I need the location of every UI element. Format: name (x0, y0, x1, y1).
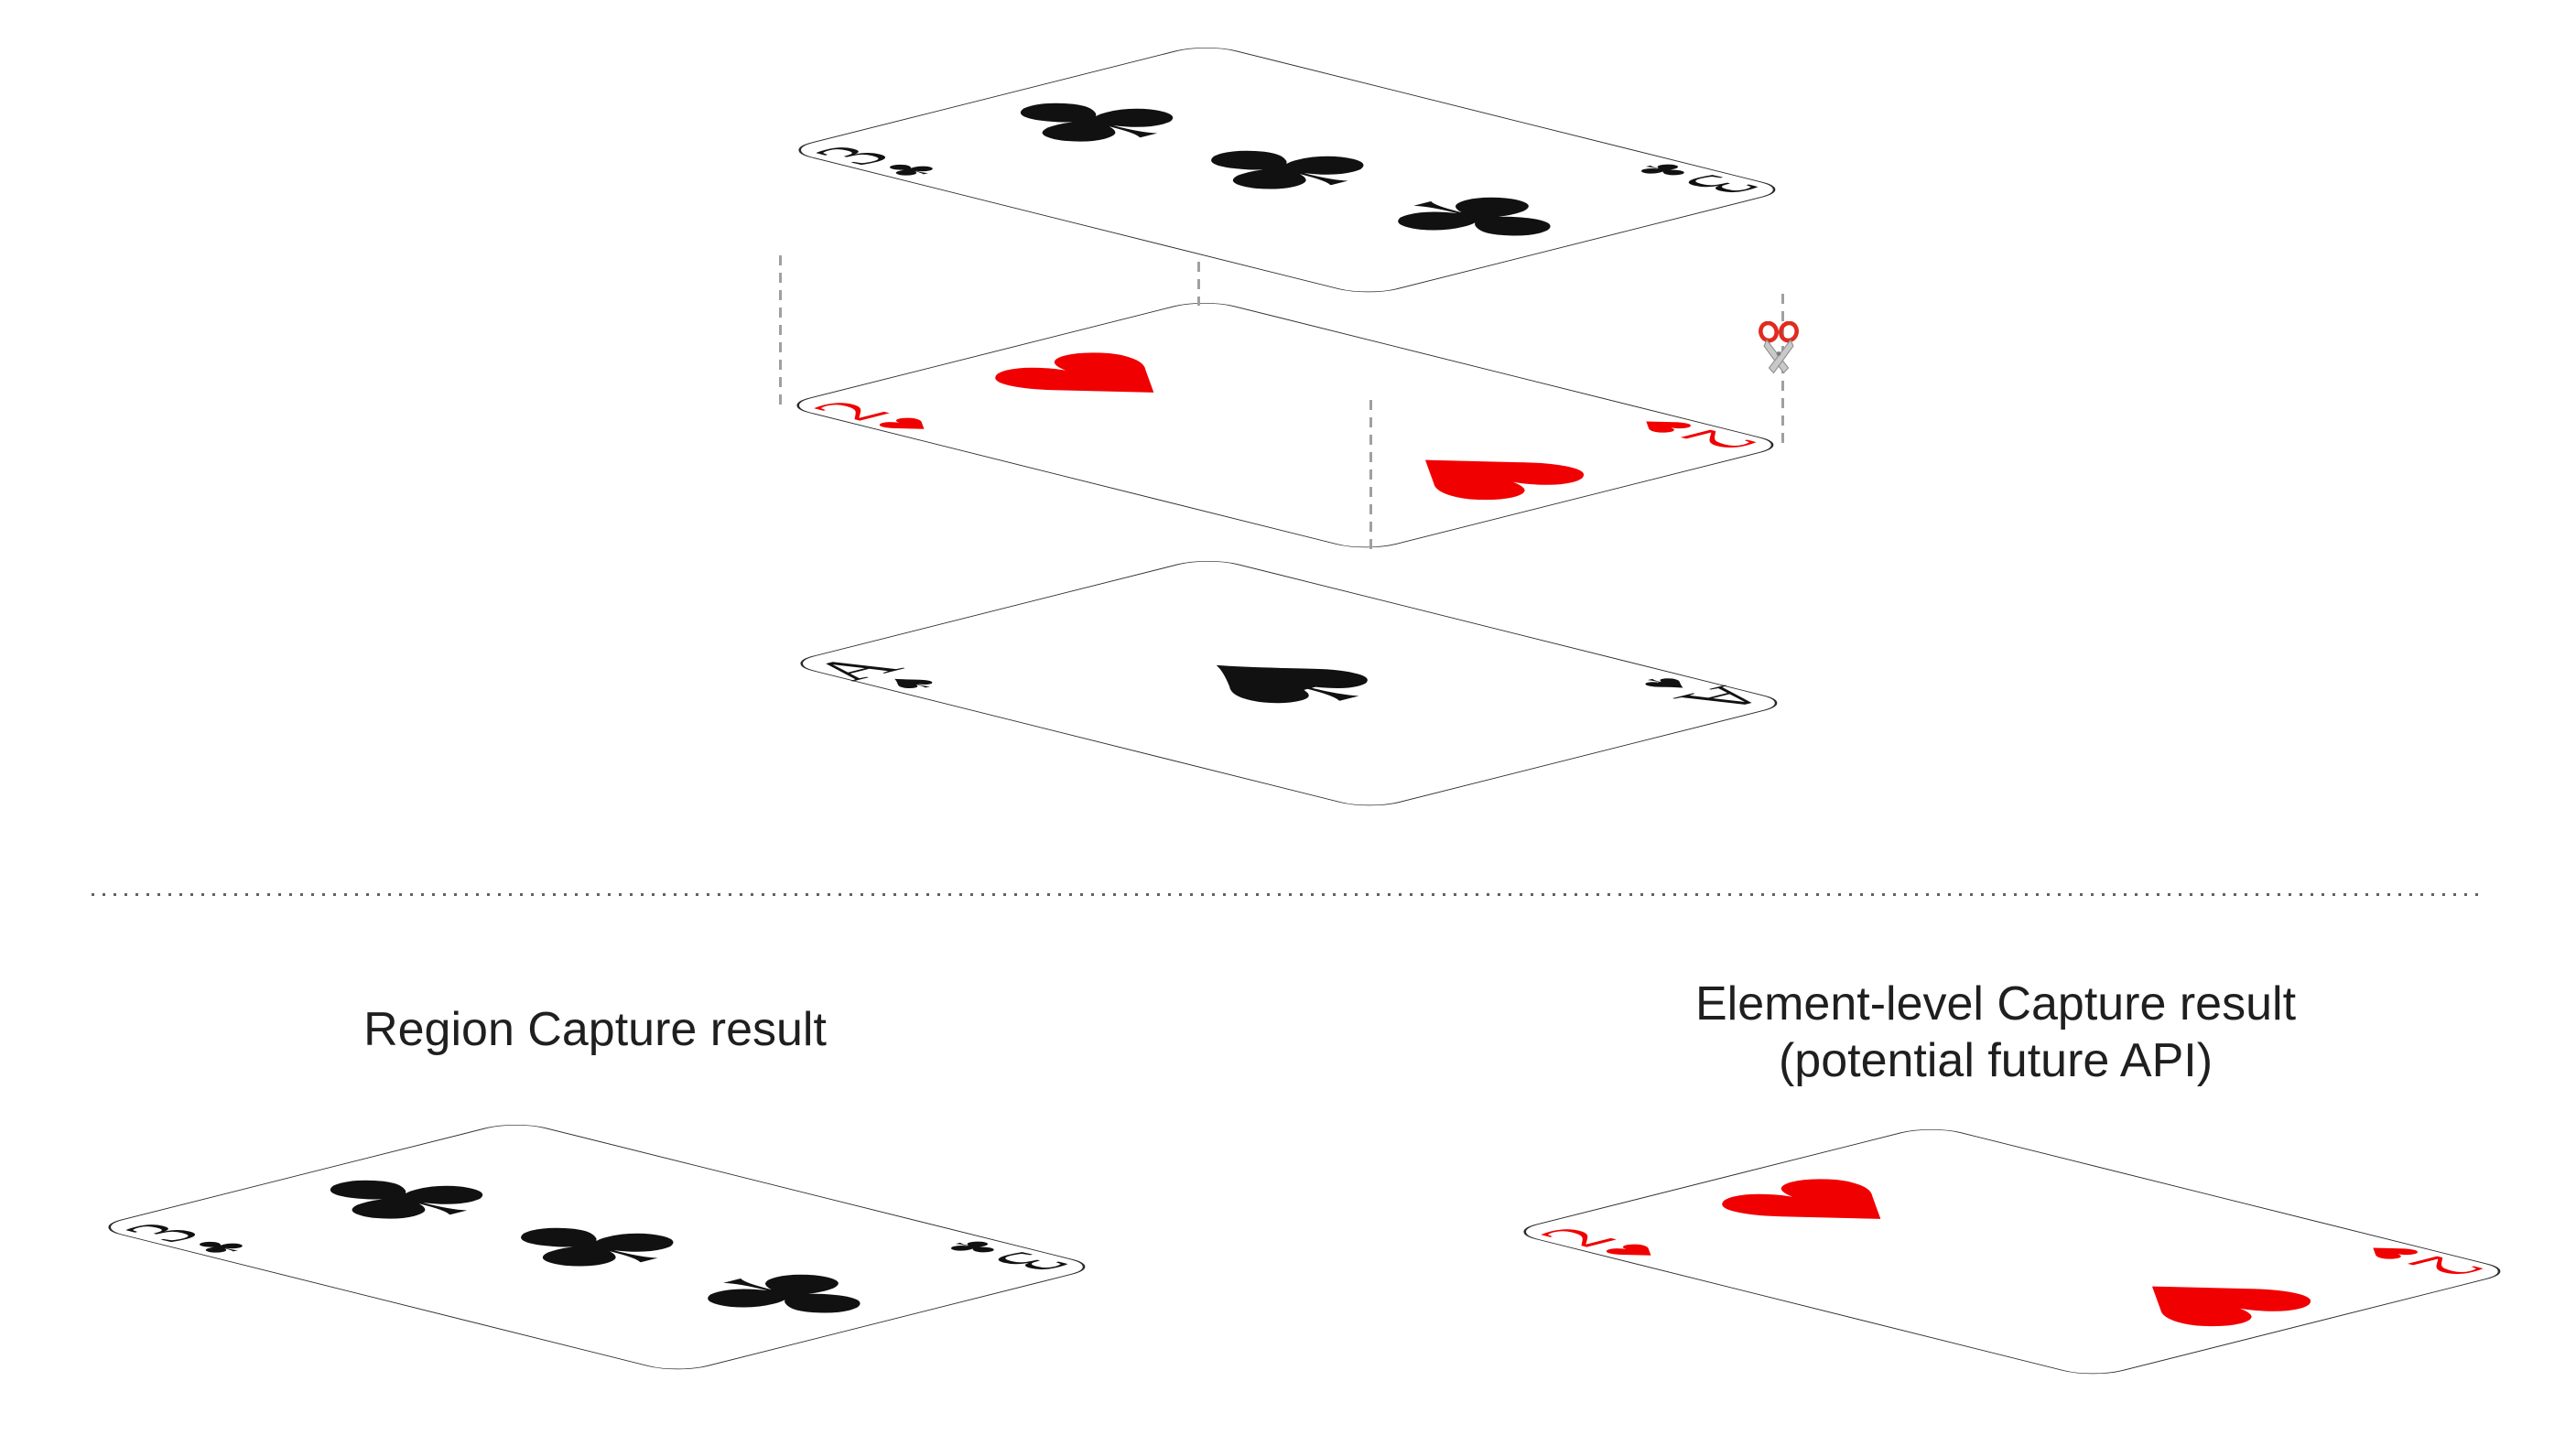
card-ace-of-spades: A ♠ A ♠ ♠ (781, 556, 1797, 811)
card-corner-index-inverted: 2 ♥ (2328, 1236, 2520, 1285)
card-corner-index: A ♠ (781, 651, 973, 699)
card-corner-index: 2 ♥ (777, 393, 969, 441)
card-corner-index-inverted: 3 ♣ (1603, 155, 1795, 203)
card-three-of-clubs: 3 ♣ 3 ♣ ♣ ♣ ♣ (781, 43, 1793, 297)
crop-projection-line-top (1197, 262, 1200, 306)
card-corner-index-inverted: 3 ♣ (913, 1232, 1105, 1280)
card-two-of-hearts: 2 ♥ 2 ♥ ♥ ♥ (777, 298, 1793, 553)
heart-pip-icon: ♥ (930, 336, 1265, 421)
heart-pip-icon: ♥ (1657, 1162, 1992, 1247)
card-corner-index: 3 ♣ (89, 1214, 281, 1263)
caption-line: Region Capture result (363, 1003, 827, 1056)
card-corner-index-inverted: A ♠ (1605, 668, 1797, 717)
card-corner-index-inverted: 2 ♥ (1601, 410, 1793, 459)
heart-pip-icon: ♥ (1314, 432, 1649, 516)
card-region-result-three-of-clubs: 3 ♣ 3 ♣ ♣ ♣ ♣ (89, 1120, 1105, 1375)
region-capture-caption: Region Capture result (0, 1001, 1190, 1058)
scissors-icon (1759, 321, 1799, 374)
card-corner-index: 2 ♥ (1504, 1219, 1696, 1268)
spade-pip-icon: ♠ (1100, 636, 1476, 730)
heart-pip-icon: ♥ (2040, 1258, 2376, 1343)
card-corner-index: 3 ♣ (779, 137, 971, 186)
caption-line: Element-level Capture result (1694, 977, 2297, 1030)
element-capture-caption: Element-level Capture result (potential … (1428, 976, 2563, 1089)
crop-projection-line-left (779, 255, 782, 405)
section-divider (92, 893, 2484, 896)
caption-line: (potential future API) (1778, 1034, 2213, 1087)
crop-projection-line-bottom (1369, 400, 1372, 556)
card-element-result-two-of-hearts: 2 ♥ 2 ♥ ♥ ♥ (1504, 1125, 2520, 1379)
